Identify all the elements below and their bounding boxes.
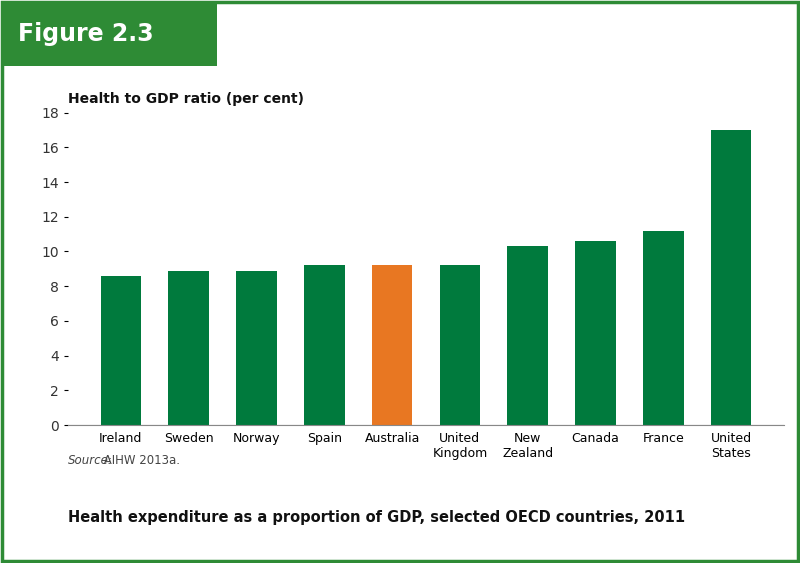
Text: AIHW 2013a.: AIHW 2013a.: [100, 454, 180, 467]
Bar: [710, 130, 751, 425]
Bar: [101, 276, 142, 425]
Bar: [304, 265, 345, 425]
Text: Figure 2.3: Figure 2.3: [18, 22, 154, 46]
Text: Health expenditure as a proportion of GDP, selected OECD countries, 2011: Health expenditure as a proportion of GD…: [68, 510, 685, 525]
Bar: [168, 271, 209, 425]
Text: Source:: Source:: [68, 454, 113, 467]
Bar: [372, 265, 413, 425]
Bar: [575, 241, 616, 425]
Bar: [507, 246, 548, 425]
Bar: [236, 271, 277, 425]
Bar: [439, 265, 480, 425]
Text: Health to GDP ratio (per cent): Health to GDP ratio (per cent): [68, 92, 304, 106]
Bar: [643, 231, 684, 425]
